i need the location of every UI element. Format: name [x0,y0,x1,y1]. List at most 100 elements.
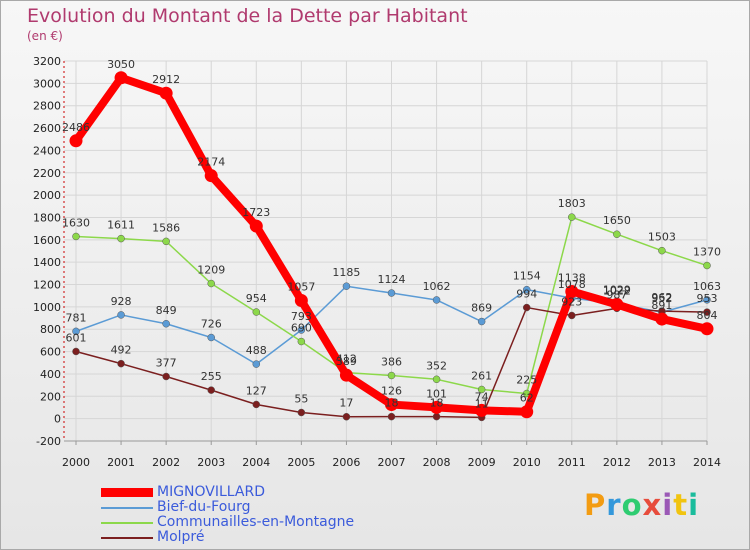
data-label: 55 [294,393,308,406]
logo-letter: P [584,488,607,522]
data-label: 74 [475,390,489,403]
data-label: 952 [651,292,672,305]
point-mignovillard [565,284,579,298]
data-label: 1723 [242,206,270,219]
point-molpr [297,408,306,417]
point-molpr [703,308,711,316]
x-tick-label: 2014 [693,456,721,469]
x-tick-label: 2010 [513,456,541,469]
point-molpr [387,412,396,421]
point-bief-du-fourg [72,327,80,336]
point-mignovillard [700,322,714,336]
point-communailles-en-montagne [252,308,261,316]
data-label: 11 [475,397,489,410]
x-tick-label: 2005 [287,456,315,469]
data-label: 1586 [152,221,180,234]
data-label: 126 [381,385,402,398]
x-tick-label: 2009 [468,456,496,469]
data-label: 891 [651,299,672,312]
point-molpr [522,303,531,312]
grid-lines [64,60,708,442]
data-label: 1138 [558,271,586,284]
data-label: 386 [381,356,402,369]
y-tick-label: 400 [40,368,61,381]
data-label: 18 [430,397,444,410]
point-bief-du-fourg [297,326,306,334]
legend-swatch [101,488,153,497]
point-mignovillard [655,312,669,326]
point-molpr [207,386,215,394]
data-label: 2174 [197,156,225,169]
data-label: 849 [156,304,177,317]
y-tick-label: 3000 [33,77,61,90]
data-label: 954 [246,292,267,305]
point-bief-du-fourg [117,311,125,319]
point-communailles-en-montagne [477,385,486,394]
y-tick-label: 0 [54,413,61,426]
point-bief-du-fourg [387,289,396,297]
y-tick-label: 2400 [33,144,61,157]
data-label: 1503 [648,231,676,244]
data-label: 492 [111,344,132,357]
data-label: 690 [291,322,312,335]
point-mignovillard [249,219,263,233]
y-tick-label: 3200 [33,55,61,68]
data-label: 488 [246,344,267,357]
data-label: 1063 [693,280,721,293]
data-label: 352 [426,359,447,372]
point-communailles-en-montagne [387,371,396,380]
x-tick-label: 2007 [378,456,406,469]
point-molpr [432,412,441,421]
data-label: 2912 [152,73,180,86]
x-tick-label: 2008 [423,456,451,469]
data-label: 781 [66,311,87,324]
point-communailles-en-montagne [613,230,621,238]
data-label: 1062 [423,280,451,293]
chart-subtitle: (en €) [27,29,63,43]
legend-label: Bief-du-Fourg [157,499,251,515]
y-tick-label: 1200 [33,279,61,292]
logo-letter: x [642,488,663,522]
point-molpr [568,311,576,320]
axes: -200 0 200 400 600 800 1000 1200 1400 1600 1800 200… [33,55,721,469]
data-label: 1803 [558,197,586,210]
chart-title: Evolution du Montant de la Dette par Hab… [27,5,468,27]
data-label: 1078 [558,278,586,291]
x-tick-label: 2004 [242,456,270,469]
data-label: 389 [336,355,357,368]
point-mignovillard [610,297,624,311]
point-molpr [342,412,351,421]
point-mignovillard [475,403,489,417]
x-tick-label: 2013 [648,456,676,469]
point-molpr [117,359,125,368]
point-communailles-en-montagne [297,337,306,346]
x-tick-label: 2000 [62,456,90,469]
x-tick-label: 2011 [558,456,586,469]
point-bief-du-fourg [342,282,351,290]
data-label: 377 [156,357,177,370]
legend-swatch [101,521,153,524]
data-label: 793 [291,310,312,323]
data-label: 987 [606,288,627,301]
x-tick-label: 2001 [107,456,135,469]
data-label: 1124 [378,273,406,286]
point-communailles-en-montagne [207,279,215,288]
point-mignovillard [520,405,534,419]
point-molpr [72,347,80,356]
data-label: 1057 [287,281,315,294]
data-label: 804 [697,309,718,322]
point-molpr [252,400,261,409]
point-bief-du-fourg [703,296,711,304]
point-bief-du-fourg [162,320,170,328]
data-label: 1022 [603,284,631,297]
x-tick-label: 2012 [603,456,631,469]
x-tick-label: 2002 [152,456,180,469]
legend-swatch [101,506,153,509]
point-mignovillard [339,368,353,382]
data-label: 953 [697,292,718,305]
point-mignovillard [430,400,444,414]
x-tick-label: 2006 [332,456,360,469]
